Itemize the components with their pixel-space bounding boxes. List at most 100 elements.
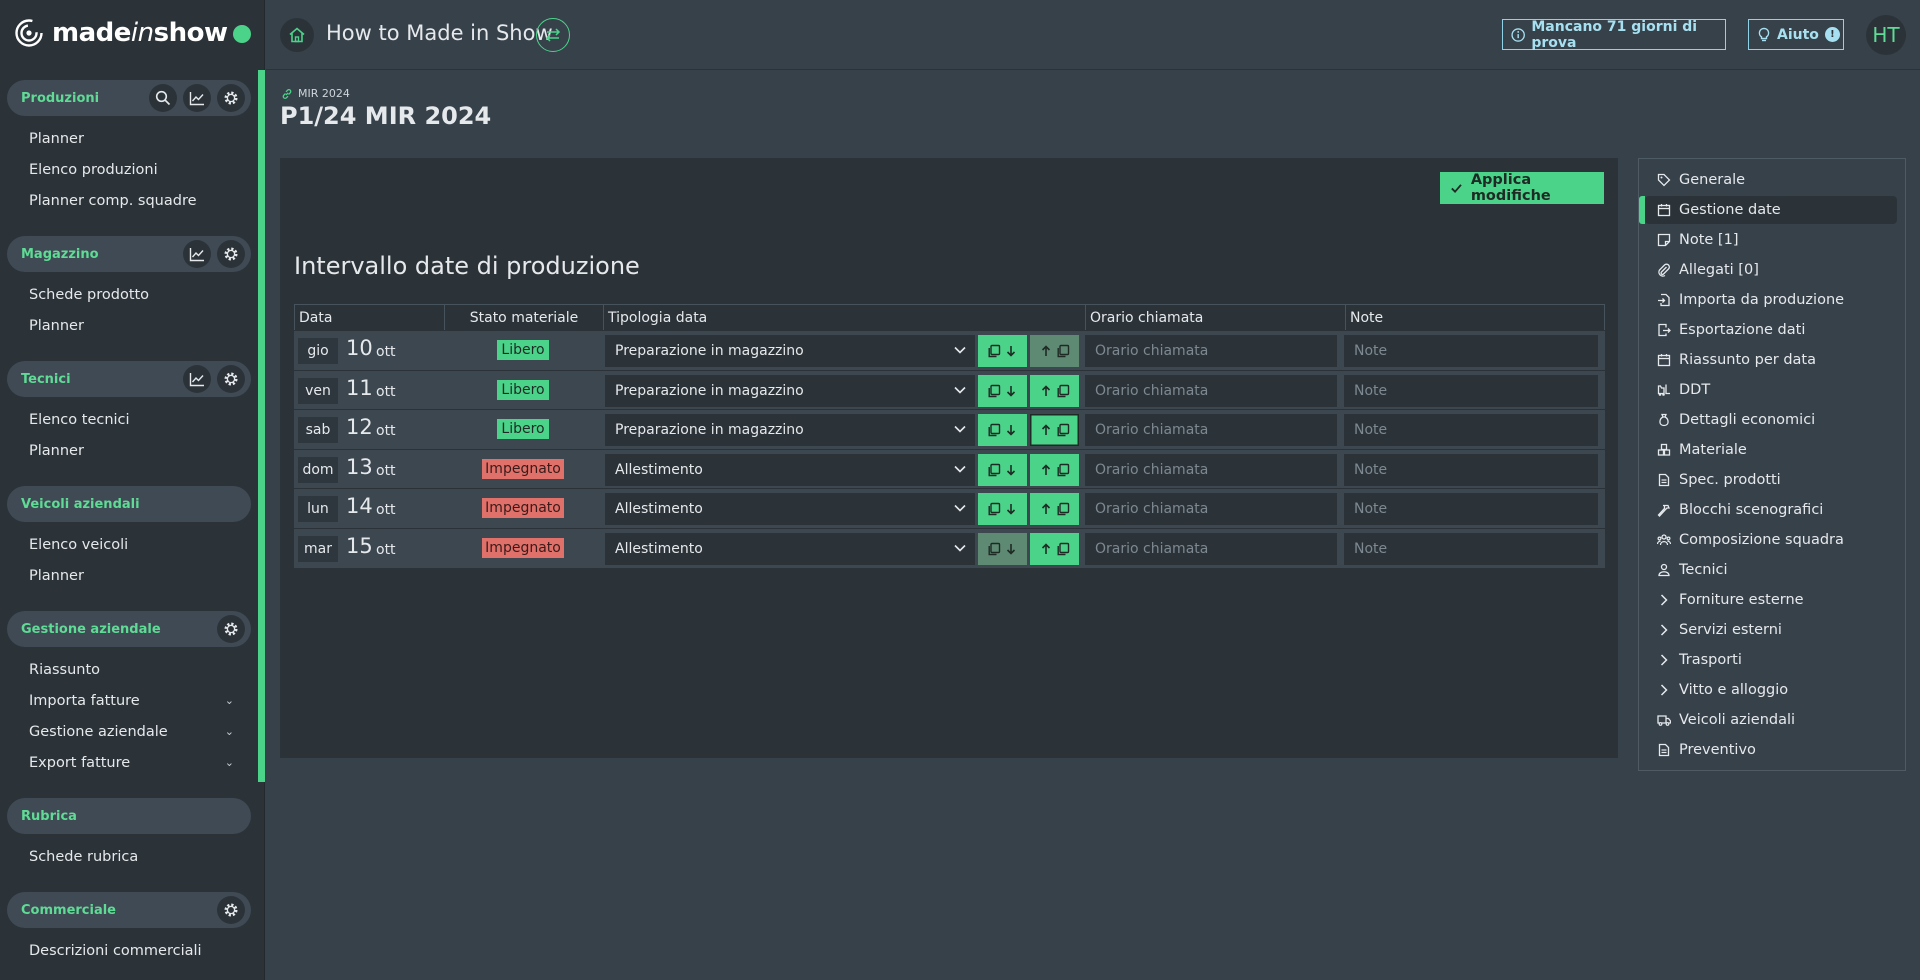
section-magazzino[interactable]: Magazzino: [7, 236, 251, 272]
nav-item-veicoli-aziendali[interactable]: Veicoli aziendali: [1645, 706, 1897, 734]
section-veicoli-aziendali[interactable]: Veicoli aziendali: [7, 486, 251, 522]
sidebar-item-gestione-aziendale[interactable]: Gestione aziendale ⌄: [29, 721, 234, 743]
sidebar-item-planner[interactable]: Planner: [29, 318, 84, 334]
copy-up-button[interactable]: [1030, 374, 1079, 407]
arrow-up-icon: [1039, 344, 1053, 358]
sidebar-item-descrizioni-commerciali[interactable]: Descrizioni commerciali: [29, 943, 202, 959]
copy-down-button[interactable]: [978, 414, 1027, 447]
copy-down-button[interactable]: [978, 532, 1027, 565]
sidebar-item-planner[interactable]: Planner: [29, 568, 84, 584]
note-input[interactable]: Note: [1344, 335, 1598, 367]
nav-item-preventivo[interactable]: Preventivo: [1645, 736, 1897, 764]
sidebar-item-schede-rubrica[interactable]: Schede rubrica: [29, 849, 139, 865]
copy-down-button[interactable]: [978, 374, 1027, 407]
nav-item-blocchi-scenografici[interactable]: Blocchi scenografici: [1645, 496, 1897, 524]
call-time-input[interactable]: Orario chiamata: [1085, 414, 1337, 447]
copy-up-button[interactable]: [1030, 493, 1079, 526]
sidebar-item-elenco-tecnici[interactable]: Elenco tecnici: [29, 412, 130, 428]
nav-item-generale[interactable]: Generale: [1645, 166, 1897, 194]
date-type-select[interactable]: Preparazione in magazzino: [605, 414, 975, 447]
apply-changes-button[interactable]: Applica modifiche: [1440, 172, 1604, 204]
call-time-input[interactable]: Orario chiamata: [1085, 453, 1337, 486]
search-icon[interactable]: [149, 84, 177, 112]
copy-up-button[interactable]: [1030, 532, 1079, 565]
copy-up-button[interactable]: [1030, 414, 1079, 447]
section-tecnici[interactable]: Tecnici: [7, 361, 251, 397]
date-type-select[interactable]: Allestimento: [605, 493, 975, 526]
nav-item-ddt[interactable]: DDT: [1645, 376, 1897, 404]
gear-icon[interactable]: [217, 240, 245, 268]
sidebar-item-elenco-veicoli[interactable]: Elenco veicoli: [29, 537, 129, 553]
production-sections-nav: Generale Gestione date Note [1] Allegati [0…: [1638, 158, 1906, 771]
copy-down-button[interactable]: [978, 335, 1027, 367]
copy-up-button[interactable]: [1030, 335, 1079, 367]
nav-item-forniture-esterne[interactable]: Forniture esterne: [1645, 586, 1897, 614]
nav-item-gestione-date[interactable]: Gestione date: [1639, 196, 1897, 224]
section-produzioni[interactable]: Produzioni: [7, 80, 251, 116]
copy-up-button[interactable]: [1030, 453, 1079, 486]
sidebar-item-export-fatture[interactable]: Export fatture ⌄: [29, 752, 234, 774]
nav-item-servizi-esterni[interactable]: Servizi esterni: [1645, 616, 1897, 644]
section-rubrica[interactable]: Rubrica: [7, 798, 251, 834]
nav-item-riassunto-per-data[interactable]: Riassunto per data: [1645, 346, 1897, 374]
nav-item-importa-da-produzione[interactable]: Importa da produzione: [1645, 286, 1897, 314]
app-logo[interactable]: madeinshow: [14, 16, 228, 50]
note-input[interactable]: Note: [1344, 493, 1598, 526]
chevron-right-icon: [1660, 594, 1668, 606]
sidebar-item-riassunto[interactable]: Riassunto: [29, 662, 101, 678]
copy-down-button[interactable]: [978, 453, 1027, 486]
home-button[interactable]: [280, 18, 314, 52]
nav-item-tecnici[interactable]: Tecnici: [1645, 556, 1897, 584]
gear-icon[interactable]: [217, 84, 245, 112]
sidebar-item-planner[interactable]: Planner: [29, 131, 84, 147]
help-button[interactable]: Aiuto !: [1748, 19, 1844, 50]
arrow-down-icon: [1004, 344, 1018, 358]
weekday-chip: gio: [298, 338, 338, 364]
date-type-select[interactable]: Preparazione in magazzino: [605, 335, 975, 367]
nav-item-composizione-squadra[interactable]: Composizione squadra: [1645, 526, 1897, 554]
call-time-input[interactable]: Orario chiamata: [1085, 493, 1337, 526]
nav-item-vitto-e-alloggio[interactable]: Vitto e alloggio: [1645, 676, 1897, 704]
note-input[interactable]: Note: [1344, 414, 1598, 447]
section-gestione-aziendale[interactable]: Gestione aziendale: [7, 611, 251, 647]
nav-item-trasporti[interactable]: Trasporti: [1645, 646, 1897, 674]
nav-item-materiale[interactable]: Materiale: [1645, 436, 1897, 464]
chart-icon[interactable]: [183, 240, 211, 268]
date-type-select[interactable]: Allestimento: [605, 453, 975, 486]
date-type-select[interactable]: Preparazione in magazzino: [605, 374, 975, 407]
switch-company-button[interactable]: [536, 18, 570, 52]
trial-days-button[interactable]: Mancano 71 giorni di prova: [1502, 19, 1726, 51]
user-avatar[interactable]: HT: [1866, 15, 1906, 55]
nav-item-note[interactable]: Note [1]: [1645, 226, 1897, 254]
sidebar-item-elenco-produzioni[interactable]: Elenco produzioni: [29, 162, 158, 178]
nav-item-label: Dettagli economici: [1679, 412, 1816, 428]
status-badge: Impegnato: [482, 537, 564, 558]
gear-icon[interactable]: [217, 365, 245, 393]
gear-icon[interactable]: [217, 896, 245, 924]
note-input[interactable]: Note: [1344, 453, 1598, 486]
copy-icon: [1056, 542, 1070, 556]
sidebar-item-schede-prodotto[interactable]: Schede prodotto: [29, 287, 150, 303]
note-input[interactable]: Note: [1344, 374, 1598, 407]
chart-icon[interactable]: [183, 365, 211, 393]
weekday-chip: mar: [298, 535, 338, 562]
date-type-select[interactable]: Allestimento: [605, 532, 975, 565]
sidebar-item-importa-fatture[interactable]: Importa fatture ⌄: [29, 690, 234, 712]
call-time-input[interactable]: Orario chiamata: [1085, 335, 1337, 367]
sidebar-item-planner-comp-squadre[interactable]: Planner comp. squadre: [29, 193, 197, 209]
nav-item-dettagli-economici[interactable]: Dettagli economici: [1645, 406, 1897, 434]
note-input[interactable]: Note: [1344, 532, 1598, 565]
breadcrumb[interactable]: MIR 2024: [281, 87, 350, 100]
sidebar-item-planner[interactable]: Planner: [29, 443, 84, 459]
nav-item-esportazione-dati[interactable]: Esportazione dati: [1645, 316, 1897, 344]
nav-item-allegati[interactable]: Allegati [0]: [1645, 256, 1897, 284]
chevron-down-icon: [954, 426, 966, 433]
month-label: ott: [376, 541, 396, 558]
call-time-input[interactable]: Orario chiamata: [1085, 374, 1337, 407]
call-time-input[interactable]: Orario chiamata: [1085, 532, 1337, 565]
nav-item-spec-prodotti[interactable]: Spec. prodotti: [1645, 466, 1897, 494]
section-commerciale[interactable]: Commerciale: [7, 892, 251, 928]
copy-down-button[interactable]: [978, 493, 1027, 526]
gear-icon[interactable]: [217, 615, 245, 643]
chart-icon[interactable]: [183, 84, 211, 112]
